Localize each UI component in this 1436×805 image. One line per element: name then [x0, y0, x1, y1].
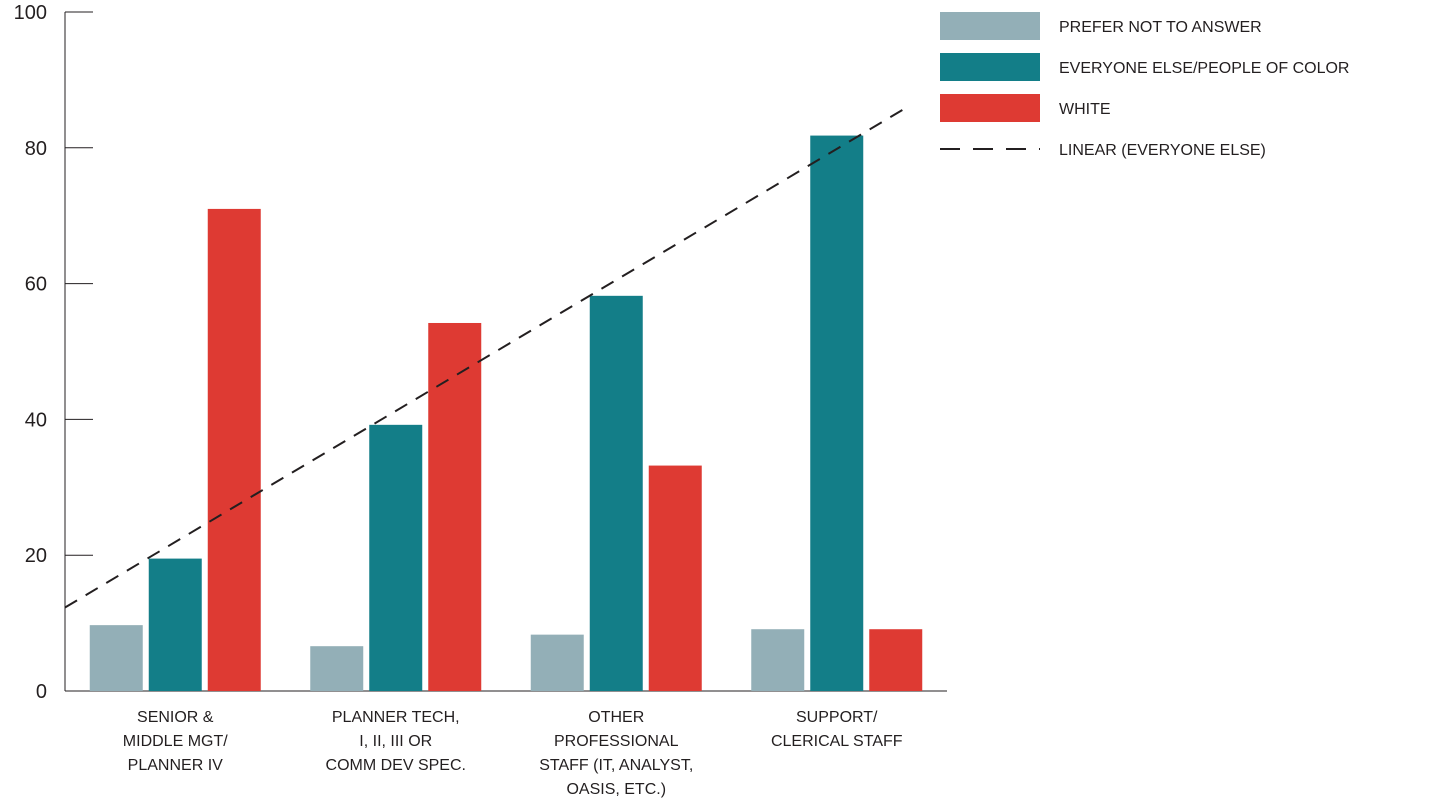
- x-category-label: PLANNER TECH, I, II, III OR COMM DEV SPEC.: [326, 709, 466, 774]
- bar-white: [648, 465, 702, 691]
- y-tick-label: 100: [14, 2, 47, 24]
- y-tick-label: 60: [25, 274, 47, 296]
- x-category-label-line: SUPPORT/: [796, 709, 878, 726]
- y-tick-label: 20: [25, 545, 47, 567]
- legend-label: LINEAR (EVERYONE ELSE): [1059, 142, 1266, 159]
- bar-everyone-else: [589, 295, 643, 691]
- y-tick-label: 40: [25, 409, 47, 431]
- bar-series: [89, 135, 923, 691]
- legend: PREFER NOT TO ANSWER EVERYONE ELSE/PEOPLE…: [940, 12, 1349, 159]
- legend-swatch: [940, 53, 1040, 81]
- x-category-label-line: MIDDLE MGT/: [123, 733, 228, 750]
- legend-swatch: [940, 12, 1040, 40]
- x-category-label: SENIOR & MIDDLE MGT/PLANNER IV: [123, 709, 228, 774]
- x-category-label-line: STAFF (IT, ANALYST,: [539, 757, 693, 774]
- x-category-label-line: PROFESSIONAL: [554, 733, 679, 750]
- bar-prefer-not: [530, 634, 584, 691]
- x-category-label: SUPPORT/CLERICAL STAFF: [771, 709, 903, 750]
- bar-everyone-else: [369, 424, 423, 691]
- x-category-label-line: CLERICAL STAFF: [771, 733, 903, 750]
- x-category-label-line: PLANNER TECH,: [332, 709, 460, 726]
- legend-label: PREFER NOT TO ANSWER: [1059, 19, 1262, 36]
- legend-label: EVERYONE ELSE/PEOPLE OF COLOR: [1059, 60, 1349, 77]
- bar-white: [869, 629, 923, 691]
- y-tick-label: 0: [36, 681, 47, 703]
- bar-white: [428, 322, 482, 691]
- bar-everyone-else: [810, 135, 864, 691]
- bar-everyone-else: [148, 558, 202, 691]
- bar-prefer-not: [310, 646, 364, 691]
- x-category-label-line: SENIOR &: [137, 709, 214, 726]
- x-category-label-line: COMM DEV SPEC.: [326, 757, 466, 774]
- x-category-label: OTHER PROFESSIONAL STAFF (IT, ANALYST, OASI…: [539, 709, 693, 798]
- x-axis-labels: SENIOR & MIDDLE MGT/PLANNER IV PLANNER TEC…: [123, 709, 903, 798]
- x-category-label-line: OTHER: [588, 709, 644, 726]
- legend-label: WHITE: [1059, 101, 1111, 118]
- trendline-layer: [64, 107, 906, 609]
- bar-white: [207, 208, 261, 691]
- bar-prefer-not: [89, 625, 143, 691]
- bar-prefer-not: [751, 629, 805, 691]
- legend-swatch: [940, 94, 1040, 122]
- x-category-label-line: PLANNER IV: [128, 757, 223, 774]
- x-category-label-line: I, II, III OR: [359, 733, 432, 750]
- x-category-label-line: OASIS, ETC.): [566, 781, 666, 798]
- y-axis-ticks: 0 20 40 60 80 100: [14, 2, 93, 703]
- trendline-linear: [64, 107, 906, 609]
- y-tick-label: 80: [25, 138, 47, 160]
